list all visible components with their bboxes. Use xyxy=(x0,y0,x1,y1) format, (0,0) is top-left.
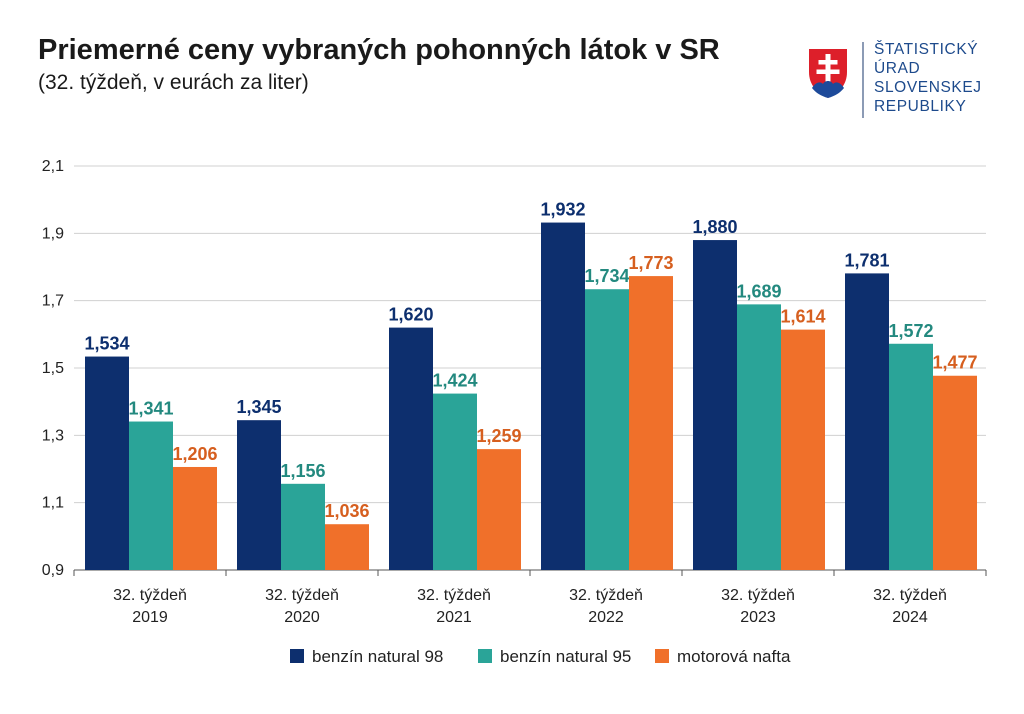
data-label: 1,572 xyxy=(888,321,933,341)
bar xyxy=(541,222,585,570)
slovak-coat-of-arms-icon xyxy=(806,46,850,102)
logo-line: SLOVENSKEJ xyxy=(874,79,982,96)
data-label: 1,206 xyxy=(172,444,217,464)
x-tick-label: 32. týždeň xyxy=(265,587,339,604)
data-label: 1,620 xyxy=(388,305,433,325)
chart-subtitle: (32. týždeň, v eurách za liter) xyxy=(38,71,309,94)
y-tick-label: 2,1 xyxy=(42,158,64,175)
x-tick-label: 32. týždeň xyxy=(113,587,187,604)
legend-swatch xyxy=(290,649,304,663)
data-label: 1,614 xyxy=(780,307,825,327)
logo-divider xyxy=(862,42,864,118)
data-label: 1,734 xyxy=(584,266,629,286)
data-label: 1,534 xyxy=(84,334,129,354)
bar xyxy=(281,483,325,570)
y-tick-label: 0,9 xyxy=(42,562,64,579)
chart-title: Priemerné ceny vybraných pohonných látok… xyxy=(38,34,720,66)
bar xyxy=(85,356,129,570)
data-label: 1,773 xyxy=(628,253,673,273)
data-label: 1,341 xyxy=(128,399,173,419)
data-label: 1,477 xyxy=(932,353,977,373)
x-tick-label: 32. týždeň xyxy=(569,587,643,604)
x-tick-label: 2022 xyxy=(588,609,624,626)
bar xyxy=(325,524,369,570)
y-tick-label: 1,3 xyxy=(42,427,64,444)
data-label: 1,932 xyxy=(540,200,585,220)
legend-label: benzín natural 98 xyxy=(312,647,443,666)
legend-swatch xyxy=(478,649,492,663)
bar xyxy=(781,329,825,570)
x-tick-label: 32. týždeň xyxy=(721,587,795,604)
bar xyxy=(889,343,933,570)
data-label: 1,781 xyxy=(844,250,889,270)
bar xyxy=(129,421,173,570)
chart-header: Priemerné ceny vybraných pohonných látok… xyxy=(38,32,720,96)
bar xyxy=(237,420,281,570)
x-tick-label: 2021 xyxy=(436,609,472,626)
x-tick-label: 2023 xyxy=(740,609,776,626)
bar xyxy=(737,304,781,570)
bar xyxy=(433,393,477,570)
y-tick-label: 1,7 xyxy=(42,293,64,310)
x-tick-label: 32. týždeň xyxy=(873,587,947,604)
x-tick-label: 2019 xyxy=(132,609,168,626)
legend-label: benzín natural 95 xyxy=(500,647,631,666)
data-label: 1,880 xyxy=(692,217,737,237)
data-label: 1,345 xyxy=(236,397,281,417)
y-tick-label: 1,9 xyxy=(42,225,64,242)
statistical-office-logo: ŠTATISTICKÝ ÚRAD SLOVENSKEJ REPUBLIKY xyxy=(804,40,1004,120)
legend-swatch xyxy=(655,649,669,663)
x-tick-label: 2020 xyxy=(284,609,320,626)
bar xyxy=(693,240,737,571)
y-tick-label: 1,5 xyxy=(42,360,64,377)
x-tick-label: 32. týždeň xyxy=(417,587,491,604)
logo-line: REPUBLIKY xyxy=(874,98,967,115)
data-label: 1,156 xyxy=(280,461,325,481)
y-tick-label: 1,1 xyxy=(42,495,64,512)
bar xyxy=(173,466,217,570)
logo-text: ŠTATISTICKÝ ÚRAD SLOVENSKEJ REPUBLIKY xyxy=(874,40,982,116)
bar xyxy=(933,375,977,570)
bar xyxy=(845,273,889,570)
data-label: 1,259 xyxy=(476,426,521,446)
bar xyxy=(389,327,433,570)
data-label: 1,424 xyxy=(432,371,477,391)
legend-label: motorová nafta xyxy=(677,647,791,666)
data-label: 1,036 xyxy=(324,501,369,521)
logo-line: ŠTATISTICKÝ xyxy=(874,41,979,58)
x-tick-label: 2024 xyxy=(892,609,928,626)
data-label: 1,689 xyxy=(736,281,781,301)
bar xyxy=(629,276,673,570)
bar xyxy=(585,289,629,570)
bar xyxy=(477,449,521,570)
logo-line: ÚRAD xyxy=(874,60,921,77)
